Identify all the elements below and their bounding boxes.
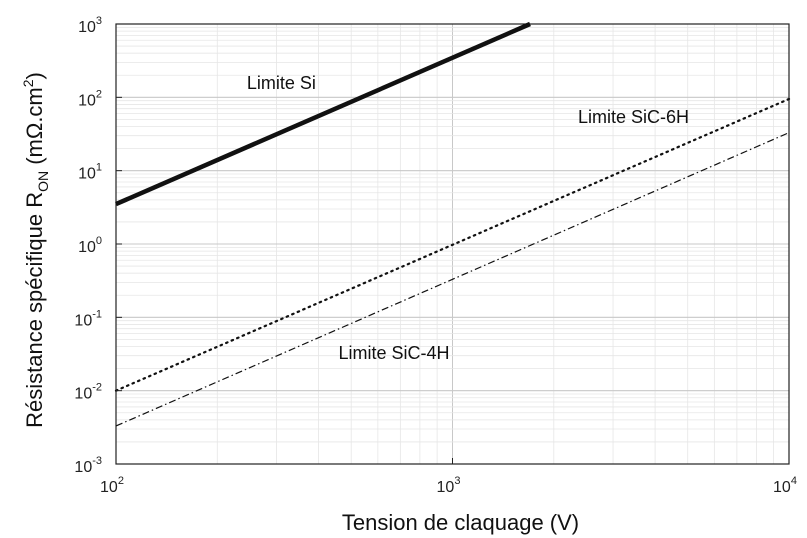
y-tick-label: 100 xyxy=(78,235,102,256)
y-tick-label: 10-2 xyxy=(74,382,102,403)
annotation-1: Limite Si xyxy=(247,73,316,93)
y-axis-label: Résistance spécifique RON (mΩ.cm2) xyxy=(20,72,51,428)
annotation-3: Limite SiC-4H xyxy=(338,343,449,363)
y-axis-label-subscript: ON xyxy=(35,171,51,192)
y-tick-label: 103 xyxy=(78,15,102,36)
x-tick-label: 104 xyxy=(773,475,797,496)
y-axis-label-unit-open: (mΩ.cm xyxy=(22,87,47,171)
x-tick-label: 103 xyxy=(437,475,461,496)
series-line-3 xyxy=(115,132,790,427)
annotation-2: Limite SiC-6H xyxy=(578,107,689,127)
annotations-layer: Limite Si Limite SiC-6H Limite SiC-4H xyxy=(247,73,689,363)
ticks-layer: 102 103 104 103 102 101 100 10-1 10-2 10-3 xyxy=(74,15,797,496)
y-axis-label-unit-close: ) xyxy=(22,72,47,79)
series-line-1 xyxy=(115,21,531,207)
y-tick-label: 102 xyxy=(78,88,102,109)
y-axis-label-main: Résistance spécifique R xyxy=(22,192,47,428)
y-axis-label-unit-sup: 2 xyxy=(20,79,36,87)
grid xyxy=(115,23,790,465)
y-tick-label: 101 xyxy=(78,162,102,183)
x-axis-label: Tension de claquage (V) xyxy=(342,510,579,535)
x-tick-label: 102 xyxy=(100,475,124,496)
series-layer xyxy=(114,21,791,427)
y-tick-label: 10-1 xyxy=(74,308,102,329)
y-tick-label: 10-3 xyxy=(74,455,102,476)
series-line-2 xyxy=(114,97,791,392)
